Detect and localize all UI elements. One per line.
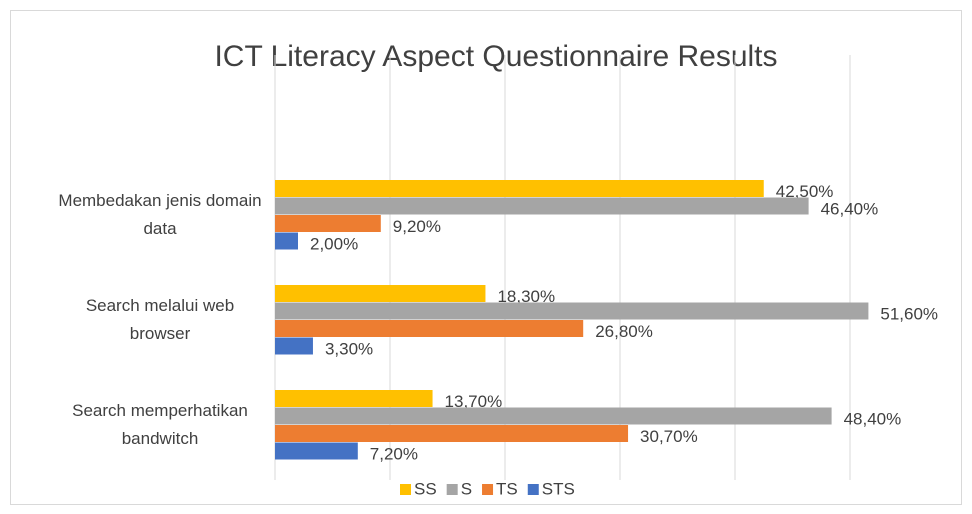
legend-label: STS bbox=[542, 479, 575, 498]
bar bbox=[275, 337, 313, 355]
value-label: 7,20% bbox=[370, 445, 418, 464]
category-label: Membedakan jenis domain data bbox=[58, 191, 262, 238]
legend-swatch bbox=[482, 484, 494, 495]
bar bbox=[275, 407, 832, 425]
bar bbox=[275, 285, 486, 302]
value-label: 48,40% bbox=[844, 410, 902, 429]
legend-swatch bbox=[400, 484, 411, 495]
bar bbox=[275, 215, 381, 232]
legend-label: TS bbox=[496, 479, 518, 498]
bar bbox=[275, 180, 764, 197]
value-label: 46,40% bbox=[821, 200, 879, 219]
legend-swatch bbox=[446, 484, 458, 495]
bar bbox=[275, 320, 584, 337]
legend-swatch bbox=[527, 484, 539, 495]
bar bbox=[275, 302, 869, 320]
value-label: 9,20% bbox=[393, 217, 441, 236]
value-label: 13,70% bbox=[445, 392, 503, 411]
bar bbox=[275, 442, 358, 460]
value-label: 18,30% bbox=[497, 287, 555, 306]
value-label: 51,60% bbox=[880, 305, 938, 324]
legend-label: S bbox=[461, 479, 472, 498]
bar bbox=[275, 425, 629, 442]
bar bbox=[275, 390, 433, 407]
bar bbox=[275, 232, 298, 250]
value-label: 26,80% bbox=[595, 322, 653, 341]
category-label: Search memperhatikan bandwitch bbox=[72, 401, 248, 448]
legend-label: SS bbox=[414, 479, 437, 498]
value-label: 42,50% bbox=[776, 182, 834, 201]
bar bbox=[275, 197, 809, 215]
chart-title: ICT Literacy Aspect Questionnaire Result… bbox=[214, 40, 777, 73]
category-label: Search melalui web browser bbox=[85, 296, 235, 343]
value-label: 30,70% bbox=[640, 427, 698, 446]
value-label: 2,00% bbox=[310, 235, 358, 254]
value-label: 3,30% bbox=[325, 340, 373, 359]
